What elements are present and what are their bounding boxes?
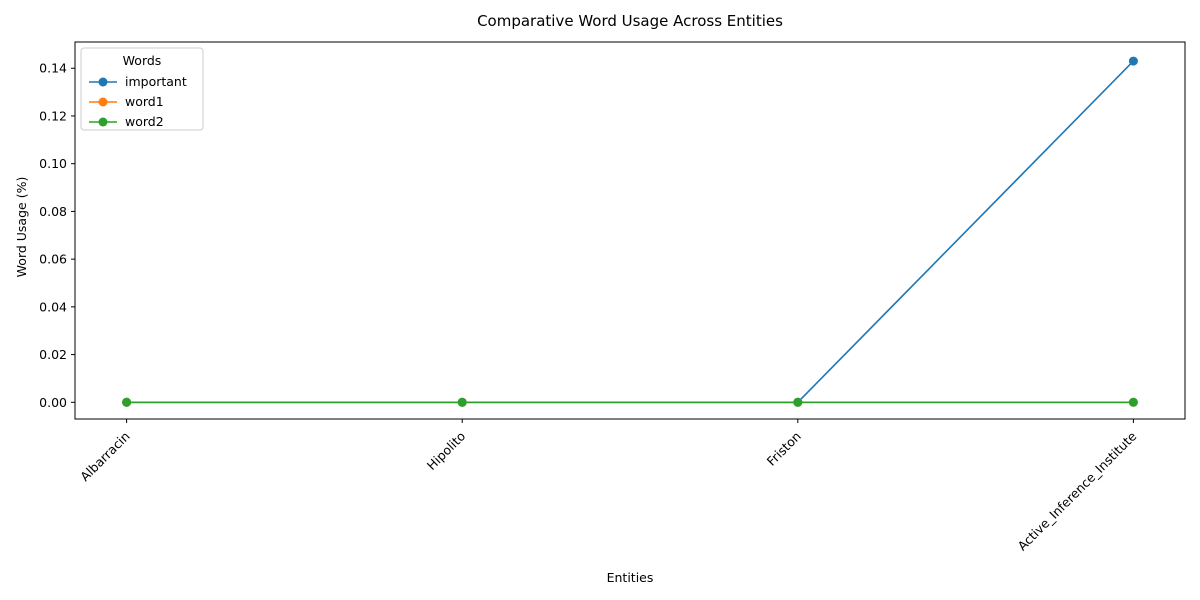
data-point bbox=[793, 397, 803, 407]
x-tick-label: Friston bbox=[764, 429, 804, 469]
series-layer bbox=[122, 56, 1138, 407]
data-point bbox=[122, 397, 132, 407]
legend-entry-important: important bbox=[89, 74, 187, 89]
plot-frame bbox=[74, 41, 1186, 420]
series-important bbox=[122, 56, 1138, 407]
x-axis: Albarracin Hipolito Friston Active_Inferenc… bbox=[77, 419, 1140, 554]
y-axis: 0.00 0.02 0.04 0.06 0.08 0.10 0.12 0.14 bbox=[39, 61, 75, 410]
axes-frame bbox=[74, 41, 1186, 420]
x-tick-label: Active_Inference_Institute bbox=[1014, 428, 1139, 553]
x-tick-label: Albarracin bbox=[77, 429, 133, 485]
legend-entry-word2: word2 bbox=[89, 114, 164, 129]
legend-label: important bbox=[125, 74, 187, 89]
legend-swatch-marker bbox=[98, 97, 108, 107]
legend-box bbox=[80, 47, 204, 131]
y-tick-label: 0.06 bbox=[39, 252, 67, 267]
y-tick-label: 0.04 bbox=[39, 299, 67, 314]
legend: Words important word1 word2 bbox=[80, 47, 204, 131]
y-tick-label: 0.00 bbox=[39, 395, 67, 410]
legend-entry-word1: word1 bbox=[89, 94, 164, 109]
legend-label: word2 bbox=[125, 114, 164, 129]
data-point bbox=[1128, 56, 1138, 66]
chart-title: Comparative Word Usage Across Entities bbox=[477, 12, 783, 30]
legend-title: Words bbox=[123, 53, 162, 68]
x-tick-label: Hipolito bbox=[424, 429, 469, 474]
legend-label: word1 bbox=[125, 94, 164, 109]
x-axis-label: Entities bbox=[607, 570, 654, 585]
data-point bbox=[1128, 397, 1138, 407]
legend-swatch-marker bbox=[98, 117, 108, 127]
y-tick-label: 0.02 bbox=[39, 347, 67, 362]
y-tick-label: 0.10 bbox=[39, 156, 67, 171]
data-point bbox=[457, 397, 467, 407]
y-axis-label: Word Usage (%) bbox=[14, 177, 29, 278]
series-word2 bbox=[122, 397, 1138, 407]
y-tick-label: 0.08 bbox=[39, 204, 67, 219]
y-tick-label: 0.12 bbox=[39, 108, 67, 123]
series-line bbox=[126, 60, 1134, 404]
y-tick-label: 0.14 bbox=[39, 61, 67, 76]
legend-swatch-marker bbox=[98, 77, 108, 87]
